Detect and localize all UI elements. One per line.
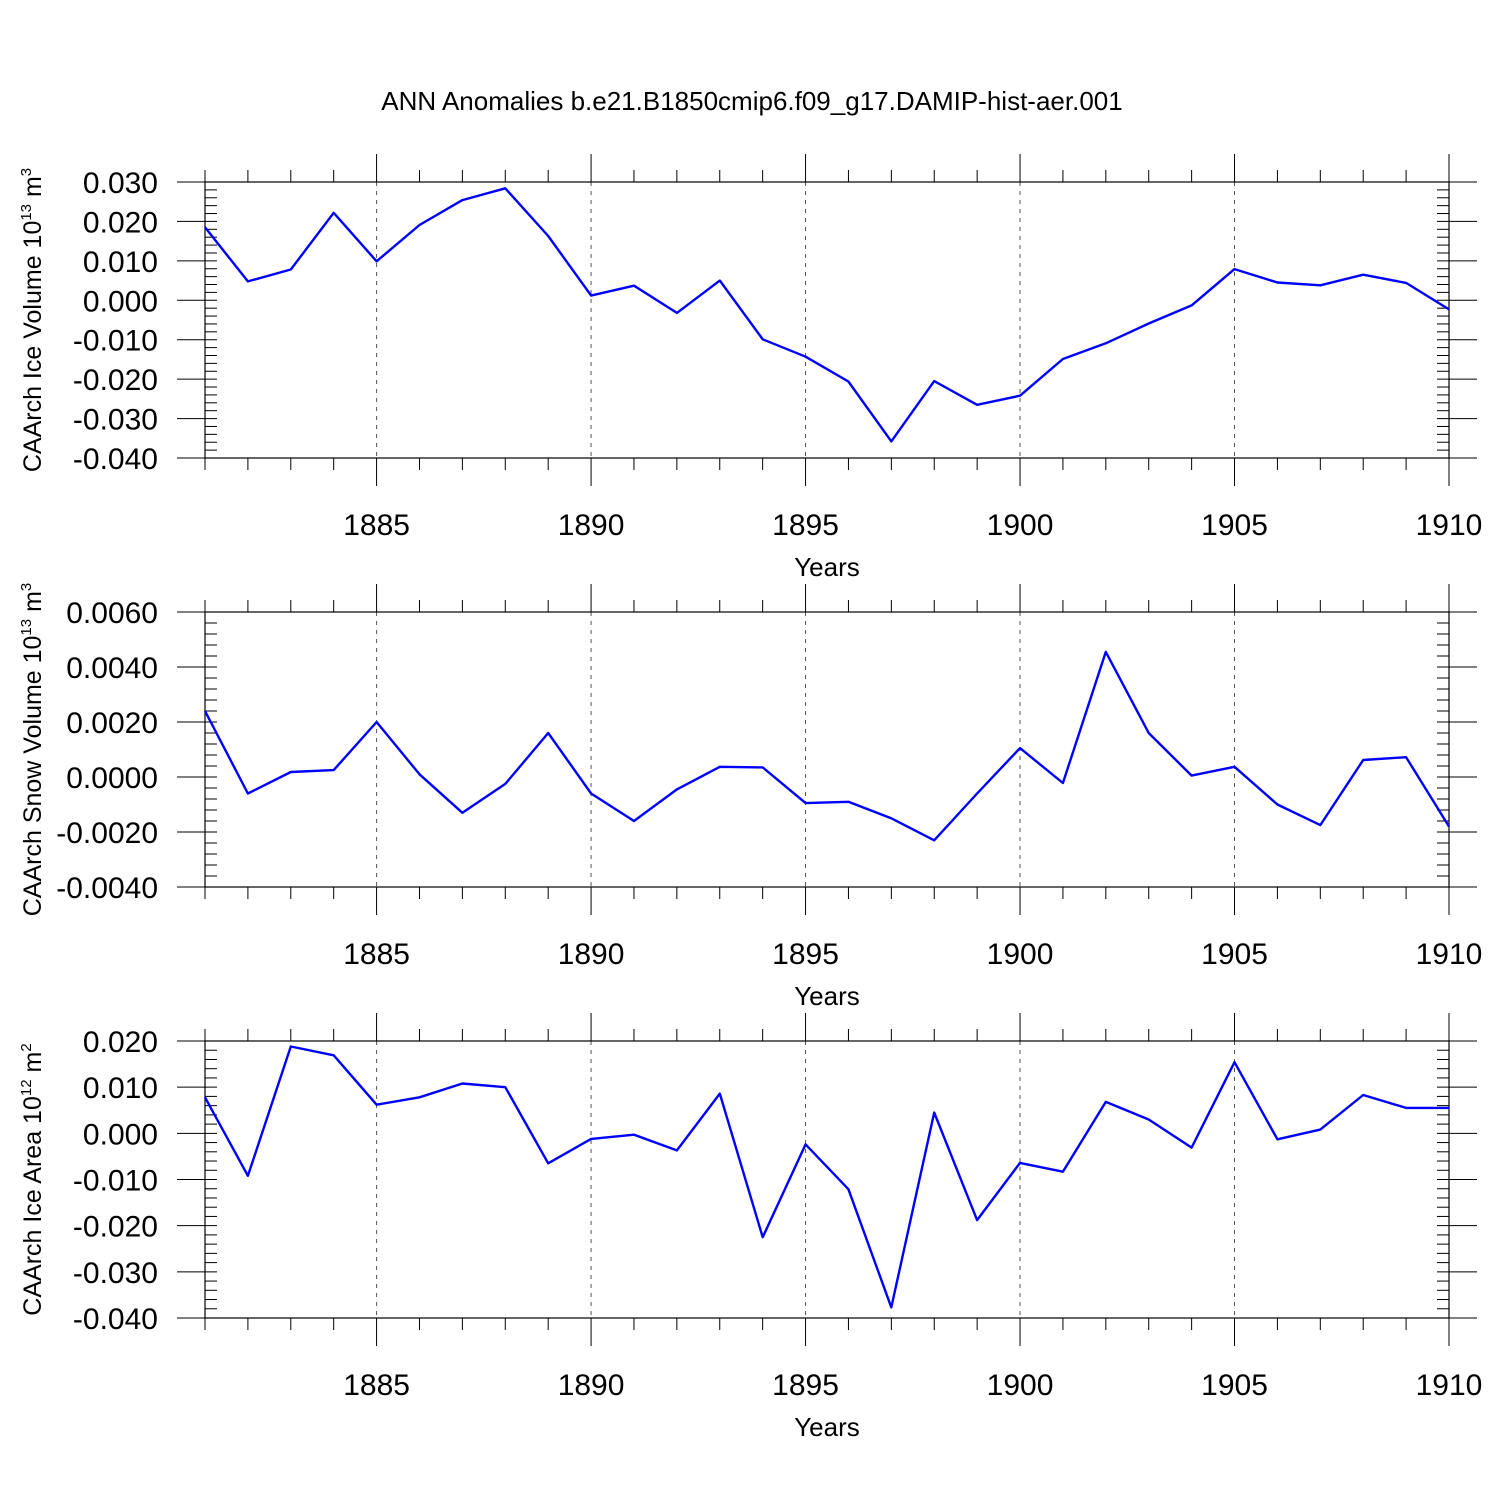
y-tick-label: 0.010 [83, 1072, 158, 1105]
y-axis-label: CAArch Ice Area 1012 m2 [18, 1043, 47, 1315]
x-tick-label: 1885 [343, 509, 410, 542]
x-tick-label: 1890 [558, 938, 625, 971]
y-tick-label: -0.030 [73, 1257, 158, 1290]
y-tick-label: 0.010 [83, 246, 158, 279]
x-tick-label: 1885 [343, 1369, 410, 1402]
y-tick-label: -0.020 [73, 364, 158, 397]
x-tick-label: 1905 [1201, 509, 1268, 542]
y-tick-label: -0.0020 [56, 817, 158, 850]
x-tick-label: 1900 [987, 509, 1054, 542]
x-tick-label: 1890 [558, 509, 625, 542]
y-tick-label: -0.010 [73, 325, 158, 358]
y-tick-label: 0.0060 [66, 597, 158, 630]
x-tick-label: 1895 [772, 1369, 839, 1402]
plot-frame [204, 181, 1450, 459]
y-tick-label: 0.030 [83, 167, 158, 200]
y-tick-label: 0.000 [83, 1118, 158, 1151]
x-axis-label: Years [794, 1412, 860, 1442]
x-tick-label: 1905 [1201, 1369, 1268, 1402]
y-tick-label: 0.0040 [66, 652, 158, 685]
x-tick-label: 1890 [558, 1369, 625, 1402]
x-tick-label: 1910 [1416, 509, 1483, 542]
plot-frame [204, 1040, 1450, 1319]
x-tick-label: 1895 [772, 509, 839, 542]
y-axis-label: CAArch Ice Volume 1013 m3 [18, 168, 47, 472]
y-tick-label: -0.0040 [56, 872, 158, 905]
y-tick-label: 0.0020 [66, 707, 158, 740]
y-tick-label: 0.020 [83, 1026, 158, 1059]
x-tick-label: 1900 [987, 1369, 1054, 1402]
x-tick-label: 1905 [1201, 938, 1268, 971]
x-tick-label: 1900 [987, 938, 1054, 971]
y-tick-label: 0.020 [83, 206, 158, 239]
y-tick-label: 0.0000 [66, 762, 158, 795]
y-tick-label: -0.040 [73, 443, 158, 476]
y-tick-label: -0.030 [73, 404, 158, 437]
x-axis-label: Years [794, 981, 860, 1011]
y-axis-label: CAArch Snow Volume 1013 m3 [18, 583, 47, 917]
series-line [203, 650, 1451, 842]
y-tick-label: 0.000 [83, 285, 158, 318]
panel-1: 0.030 0.020 0.010 0.000 -0.010 -0.020 -0.030 -0… [18, 154, 1482, 582]
x-tick-label: 1895 [772, 938, 839, 971]
figure-title: ANN Anomalies b.e21.B1850cmip6.f09_g17.D… [381, 86, 1122, 116]
plot-frame [204, 611, 1450, 888]
y-tick-label: -0.020 [73, 1211, 158, 1244]
series-line [204, 187, 1450, 443]
panel-3: 0.020 0.010 0.000 -0.010 -0.020 -0.030 -0.040 1… [18, 1013, 1482, 1442]
y-tick-label: -0.010 [73, 1165, 158, 1198]
x-tick-label: 1910 [1416, 938, 1483, 971]
x-tick-label: 1910 [1416, 1369, 1483, 1402]
y-tick-label: -0.040 [73, 1303, 158, 1336]
series-line [203, 1045, 1449, 1309]
x-axis-label: Years [794, 552, 860, 582]
x-tick-label: 1885 [343, 938, 410, 971]
panel-2: 0.0060 0.0040 0.0020 0.0000 -0.0020 -0.0040 18… [18, 583, 1482, 1011]
